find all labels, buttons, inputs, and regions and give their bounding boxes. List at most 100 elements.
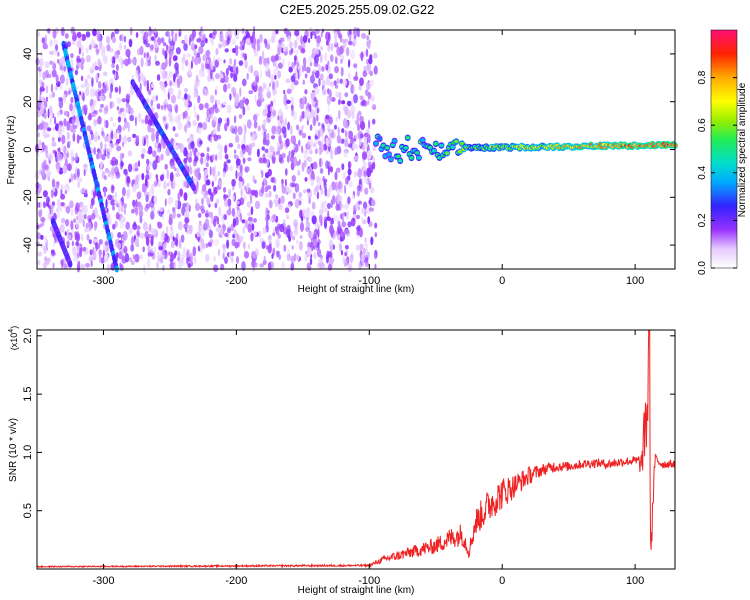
noise-speckle — [342, 78, 347, 87]
carrier-point — [386, 152, 392, 157]
noise-speckle — [279, 223, 285, 233]
noise-speckle — [291, 107, 295, 117]
noise-speckle — [301, 111, 305, 119]
noise-speckle — [150, 44, 154, 50]
noise-speckle — [261, 50, 265, 60]
noise-speckle — [55, 161, 61, 171]
noise-speckle — [141, 185, 147, 193]
noise-speckle — [273, 213, 276, 221]
snr-ticks: -300 -200 -100 0 100 0.5 1.0 1.5 2.0 — [22, 328, 675, 587]
noise-speckle — [164, 50, 168, 56]
noise-speckle — [350, 105, 356, 114]
noise-speckle — [118, 251, 123, 260]
noise-speckle — [230, 125, 235, 134]
noise-speckle — [236, 256, 239, 264]
noise-speckle — [367, 161, 372, 169]
noise-speckle — [121, 33, 124, 42]
noise-speckle — [39, 86, 42, 95]
noise-speckle — [107, 147, 113, 153]
noise-speckle — [218, 43, 223, 49]
noise-speckle — [157, 179, 162, 188]
noise-speckle — [296, 254, 300, 261]
noise-speckle — [158, 257, 162, 263]
noise-speckle — [151, 132, 156, 142]
noise-speckle — [51, 178, 56, 188]
noise-speckle — [282, 45, 286, 53]
snr-frame — [36, 329, 676, 570]
noise-speckle — [359, 243, 364, 251]
noise-speckle — [301, 145, 304, 154]
noise-speckle — [340, 250, 344, 256]
noise-speckle — [38, 138, 42, 149]
noise-speckle — [40, 243, 44, 248]
carrier-point — [392, 139, 397, 143]
noise-speckle — [141, 153, 145, 159]
noise-speckle — [347, 263, 353, 273]
noise-speckle — [163, 88, 166, 94]
noise-speckle — [60, 193, 66, 200]
noise-speckle — [166, 169, 169, 180]
noise-speckle — [52, 91, 56, 98]
noise-speckle — [208, 211, 214, 218]
noise-speckle — [224, 198, 229, 207]
noise-speckle — [243, 251, 250, 259]
noise-speckle — [189, 252, 194, 263]
noise-speckle — [193, 160, 197, 167]
carrier-point — [420, 138, 426, 142]
noise-speckle — [298, 139, 301, 147]
noise-speckle — [311, 215, 317, 225]
noise-speckle — [140, 57, 144, 68]
noise-speckle — [227, 227, 231, 234]
noise-speckle — [88, 239, 92, 245]
noise-speckle — [77, 181, 81, 189]
noise-speckle — [93, 135, 98, 143]
noise-speckle — [210, 69, 213, 80]
noise-speckle — [112, 223, 116, 230]
noise-speckle — [299, 115, 302, 123]
noise-speckle — [176, 167, 180, 174]
noise-speckle — [282, 57, 285, 67]
noise-speckle — [139, 215, 143, 224]
noise-speckle — [69, 200, 74, 209]
noise-speckle — [56, 199, 61, 209]
noise-speckle — [242, 106, 246, 116]
noise-speckle — [327, 251, 333, 258]
noise-speckle — [40, 216, 46, 223]
noise-speckle — [234, 125, 237, 135]
noise-speckle — [220, 103, 223, 109]
noise-speckle — [81, 233, 84, 242]
noise-speckle — [162, 143, 166, 149]
noise-speckle — [135, 237, 139, 247]
noise-speckle — [327, 104, 330, 113]
noise-speckle — [342, 256, 346, 264]
noise-speckle — [138, 204, 144, 211]
noise-speckle — [93, 238, 98, 243]
noise-speckle — [224, 122, 228, 132]
noise-speckle — [122, 59, 128, 65]
noise-speckle — [128, 38, 133, 48]
noise-speckle — [214, 202, 218, 209]
noise-speckle — [107, 194, 113, 201]
noise-speckle — [126, 188, 131, 198]
noise-speckle — [94, 61, 97, 67]
noise-speckle — [317, 248, 322, 258]
noise-speckle — [57, 136, 61, 143]
noise-speckle — [171, 180, 174, 189]
x-tick-label: 0 — [499, 275, 505, 287]
noise-speckle — [214, 238, 220, 247]
noise-speckle — [51, 136, 55, 142]
noise-speckle — [124, 121, 130, 129]
noise-speckle — [334, 215, 340, 223]
noise-speckle — [233, 149, 237, 154]
noise-speckle — [275, 227, 280, 235]
noise-speckle — [76, 31, 82, 38]
noise-speckle — [188, 156, 192, 163]
noise-speckle — [357, 168, 362, 178]
noise-speckle — [193, 256, 197, 265]
noise-speckle — [305, 211, 310, 219]
noise-speckle — [160, 37, 165, 44]
noise-speckle — [105, 35, 111, 45]
noise-speckle — [262, 137, 266, 146]
noise-speckle — [150, 99, 154, 107]
noise-speckle — [215, 154, 218, 161]
